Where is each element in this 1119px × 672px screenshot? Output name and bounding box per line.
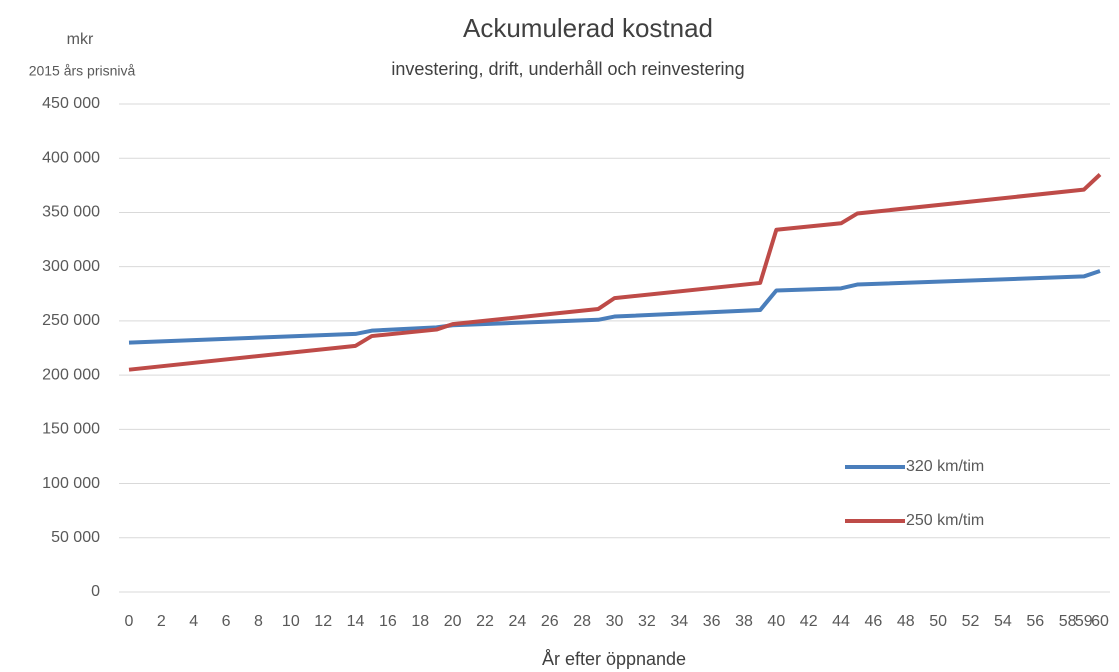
y-tick-label: 250 000	[42, 312, 100, 329]
x-tick-label: 30	[606, 613, 624, 630]
x-tick-label: 20	[444, 613, 462, 630]
x-tick-label: 54	[994, 613, 1012, 630]
x-tick-label: 8	[254, 613, 263, 630]
x-tick-label: 14	[347, 613, 365, 630]
x-tick-label: 6	[222, 613, 231, 630]
y-tick-label: 300 000	[42, 258, 100, 275]
x-tick-label: 44	[832, 613, 850, 630]
x-tick-label: 38	[735, 613, 753, 630]
x-tick-label: 42	[800, 613, 818, 630]
y-tick-label: 0	[91, 583, 100, 600]
y-tick-label: 450 000	[42, 95, 100, 112]
y-tick-label: 100 000	[42, 475, 100, 492]
x-axis-label: År efter öppnande	[542, 649, 686, 669]
x-tick-label: 36	[703, 613, 721, 630]
x-tick-label: 28	[573, 613, 591, 630]
x-tick-label: 32	[638, 613, 656, 630]
x-tick-label: 34	[670, 613, 688, 630]
y-tick-label: 50 000	[51, 529, 100, 546]
x-tick-label: 18	[411, 613, 429, 630]
series-line	[128, 173, 1102, 372]
y-unit: mkr	[67, 31, 94, 48]
x-tick-label: 22	[476, 613, 494, 630]
x-tick-label: 16	[379, 613, 397, 630]
legend-label: 320 km/tim	[906, 458, 984, 475]
x-tick-label: 56	[1026, 613, 1044, 630]
y-tick-label: 350 000	[42, 204, 100, 221]
x-tick-label: 40	[767, 613, 785, 630]
x-tick-label: 48	[897, 613, 915, 630]
chart-title: Ackumulerad kostnad	[463, 13, 713, 43]
x-tick-label: 46	[865, 613, 883, 630]
x-tick-label: 50	[929, 613, 947, 630]
x-tick-label: 2	[157, 613, 166, 630]
x-tick-label: 58	[1059, 613, 1077, 630]
x-tick-label: 24	[509, 613, 527, 630]
x-tick-label: 10	[282, 613, 300, 630]
x-tick-label: 59	[1075, 613, 1093, 630]
y-axis-label: 2015 års prisnivå	[29, 63, 136, 79]
x-tick-label: 52	[962, 613, 980, 630]
series-line	[128, 269, 1101, 345]
x-tick-label: 0	[125, 613, 134, 630]
x-tick-label: 4	[189, 613, 198, 630]
x-tick-label: 12	[314, 613, 332, 630]
x-tick-label: 60	[1091, 613, 1109, 630]
chart-subtitle: investering, drift, underhåll och reinve…	[391, 59, 744, 79]
y-tick-label: 200 000	[42, 366, 100, 383]
y-tick-label: 150 000	[42, 421, 100, 438]
legend-label: 250 km/tim	[906, 512, 984, 529]
y-tick-label: 400 000	[42, 149, 100, 166]
x-tick-label: 26	[541, 613, 559, 630]
